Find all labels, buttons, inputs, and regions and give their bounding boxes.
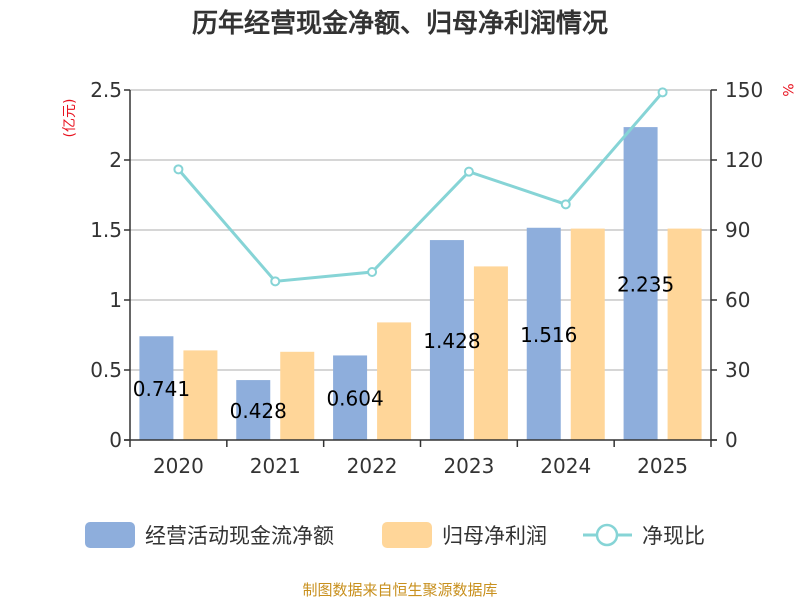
data-label: 1.428	[423, 329, 480, 353]
right-axis-unit: %	[779, 83, 795, 96]
data-label: 1.516	[520, 323, 577, 347]
right-tick-label: 90	[725, 218, 750, 242]
x-tick-label: 2024	[540, 454, 591, 478]
bar-operating-cash-flow	[623, 127, 658, 440]
data-label: 0.428	[230, 399, 287, 423]
data-label: 0.741	[133, 377, 190, 401]
chart-title: 历年经营现金净额、归母净利润情况	[192, 8, 608, 39]
bar-net-profit	[183, 350, 218, 440]
legend-swatch-net-profit	[382, 522, 432, 548]
left-tick-label: 2.5	[90, 78, 122, 102]
ratio-line-path	[177, 91, 664, 283]
bar-net-profit	[473, 266, 508, 440]
data-labels: 0.741 0.428 0.604 1.428 1.516 2.235	[133, 273, 674, 423]
left-tick-label: 1	[109, 288, 122, 312]
left-axis-unit: (亿元)	[62, 99, 78, 138]
ratio-line-point	[560, 199, 571, 210]
gridlines	[130, 89, 711, 371]
ratio-line-point	[463, 166, 474, 177]
axes: 0 0.5 1 1.5 2 2.5 0 30 60 90 120 150 2020 2021 2022 202…	[90, 78, 763, 478]
left-tick-label: 0	[109, 428, 122, 452]
ratio-line-point	[657, 87, 668, 98]
bar-net-profit	[570, 228, 605, 440]
bar-operating-cash-flow	[236, 380, 271, 440]
left-tick-label: 1.5	[90, 218, 122, 242]
bar-operating-cash-flow	[139, 336, 174, 440]
legend: 经营活动现金流净额 归母净利润 净现比	[85, 522, 705, 548]
bar-net-profit	[667, 228, 702, 440]
bar-operating-cash-flow	[333, 355, 368, 440]
ratio-line-point	[367, 267, 378, 277]
legend-swatch-operating-cash-flow	[85, 522, 135, 548]
left-tick-label: 0.5	[90, 358, 122, 382]
bar-net-profit	[280, 351, 315, 440]
data-label: 2.235	[617, 273, 674, 297]
ratio-line	[173, 87, 668, 287]
x-tick-label: 2022	[347, 454, 398, 478]
right-tick-label: 60	[725, 288, 750, 312]
x-tick-label: 2021	[250, 454, 301, 478]
legend-label-ratio: 净现比	[642, 524, 705, 548]
left-tick-label: 2	[109, 148, 122, 172]
legend-label-net-profit: 归母净利润	[442, 524, 547, 548]
x-tick-label: 2025	[637, 454, 688, 478]
bar-operating-cash-flow	[526, 227, 561, 440]
right-tick-label: 30	[725, 358, 750, 382]
bar-operating-cash-flow	[429, 240, 464, 440]
legend-marker-ratio	[595, 523, 619, 547]
bars	[139, 127, 702, 440]
legend-label-operating-cash-flow: 经营活动现金流净额	[145, 524, 334, 548]
right-tick-label: 120	[725, 148, 763, 172]
ratio-line-point	[173, 164, 184, 175]
bar-net-profit	[377, 322, 412, 440]
right-tick-label: 0	[725, 428, 738, 452]
right-tick-label: 150	[725, 78, 763, 102]
ratio-line-point	[270, 276, 281, 287]
data-label: 0.604	[326, 387, 383, 411]
source-note: 制图数据来自恒生聚源数据库	[302, 581, 497, 599]
x-tick-label: 2023	[443, 454, 494, 478]
x-tick-label: 2020	[153, 454, 204, 478]
